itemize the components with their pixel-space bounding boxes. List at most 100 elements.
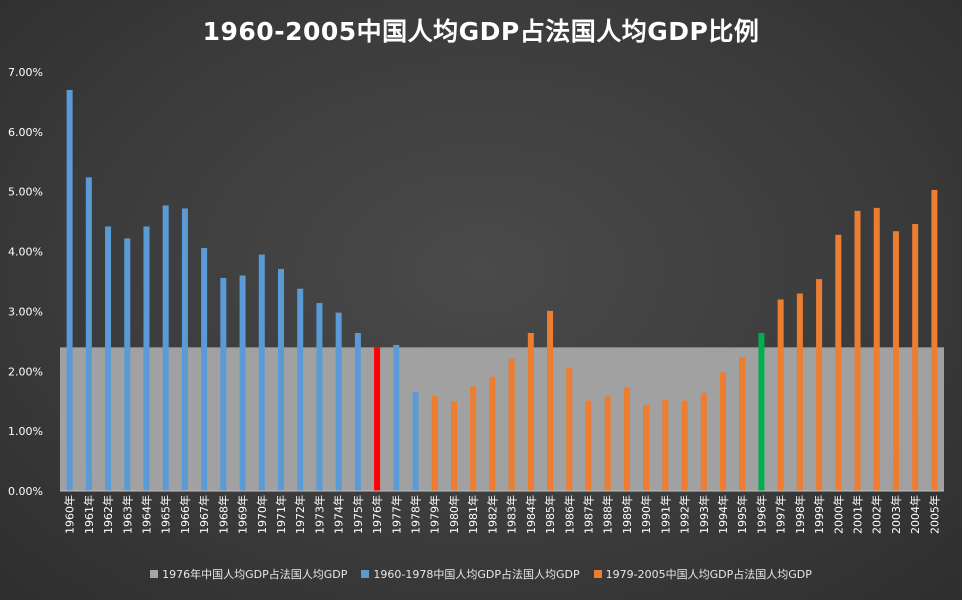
x-tick-label: 1970年: [255, 495, 269, 534]
bar: [623, 387, 630, 491]
legend-label-1960-1978: 1960-1978中国人均GDP占法国人均GDP: [373, 568, 580, 581]
bar: [604, 396, 611, 491]
x-tick-label: 1978年: [409, 495, 423, 534]
x-tick-label: 1980年: [447, 495, 461, 534]
bar: [201, 247, 208, 491]
x-tick-label: 2005年: [927, 495, 941, 534]
bar: [739, 356, 746, 491]
x-tick-label: 1969年: [236, 495, 250, 534]
bar: [758, 332, 765, 491]
bar: [470, 386, 477, 491]
x-tick-label: 1984年: [524, 495, 538, 534]
bar: [335, 312, 342, 491]
x-tick-label: 1995年: [735, 495, 749, 534]
bar: [681, 400, 688, 491]
y-tick-label: 5.00%: [8, 186, 43, 199]
bar: [85, 177, 92, 491]
legend-label-1979-2005: 1979-2005中国人均GDP占法国人均GDP: [605, 568, 812, 581]
x-tick-label: 1998年: [793, 495, 807, 534]
bar: [354, 332, 361, 491]
x-tick-label: 1968年: [216, 495, 230, 534]
x-tick-label: 1981年: [466, 495, 480, 534]
x-tick-label: 1993年: [697, 495, 711, 534]
chart-title: 1960-2005中国人均GDP占法国人均GDP比例: [202, 17, 760, 46]
bar: [239, 275, 246, 491]
bar: [816, 279, 823, 491]
x-tick-label: 2001年: [851, 495, 865, 534]
y-tick-label: 4.00%: [8, 246, 43, 259]
x-tick-label: 1985年: [543, 495, 557, 534]
y-tick-label: 2.00%: [8, 365, 43, 378]
x-tick-label: 1983年: [505, 495, 519, 534]
bar: [662, 400, 669, 491]
bar: [431, 395, 438, 491]
bar: [892, 231, 899, 491]
x-tick-label: 1991年: [658, 495, 672, 534]
x-tick-label: 1979年: [428, 495, 442, 534]
x-tick-label: 1960年: [63, 495, 77, 534]
bar: [508, 358, 515, 491]
bar: [566, 367, 573, 491]
bar: [777, 299, 784, 491]
x-tick-label: 1990年: [639, 495, 653, 534]
bar: [835, 234, 842, 491]
x-tick-label: 1999年: [812, 495, 826, 534]
x-tick-label: 1996年: [754, 495, 768, 534]
bar: [124, 238, 131, 491]
bar: [412, 391, 419, 491]
x-tick-label: 1962年: [101, 495, 115, 534]
x-tick-label: 2000年: [831, 495, 845, 534]
bar: [316, 303, 323, 491]
x-tick-label: 1975年: [351, 495, 365, 534]
bar: [297, 288, 304, 491]
bar: [700, 392, 707, 491]
x-tick-label: 1974年: [332, 495, 346, 534]
legend-swatch-reference: [150, 570, 159, 578]
x-tick-label: 1972年: [293, 495, 307, 534]
bar: [527, 332, 534, 491]
bar: [489, 376, 496, 491]
x-tick-label: 1982年: [485, 495, 499, 534]
x-tick-label: 1988年: [601, 495, 615, 534]
bar: [720, 372, 726, 491]
bar: [393, 344, 400, 491]
bar: [258, 254, 265, 491]
bar: [374, 347, 381, 491]
x-tick-label: 1965年: [159, 495, 173, 534]
bar: [873, 207, 880, 491]
x-tick-label: 1967年: [197, 495, 211, 534]
x-tick-label: 2003年: [889, 495, 903, 534]
reference-band: [60, 347, 944, 491]
bar: [143, 226, 150, 491]
y-tick-label: 6.00%: [8, 126, 43, 139]
y-tick-label: 3.00%: [8, 305, 43, 318]
x-tick-label: 1977年: [389, 495, 403, 534]
x-tick-label: 2002年: [870, 495, 884, 534]
x-tick-label: 1963年: [120, 495, 134, 534]
bar: [931, 189, 938, 491]
x-tick-label: 1992年: [678, 495, 692, 534]
bar: [547, 310, 554, 491]
legend-item-1979-2005: 1979-2005中国人均GDP占法国人均GDP: [593, 566, 812, 582]
x-tick-label: 1976年: [370, 495, 384, 534]
bar: [796, 293, 803, 491]
y-tick-label: 0.00%: [8, 485, 43, 498]
x-tick-label: 1994年: [716, 495, 730, 534]
bar: [643, 404, 650, 491]
bar: [585, 400, 592, 491]
y-tick-label: 7.00%: [8, 66, 43, 79]
bar: [162, 205, 169, 491]
bar: [854, 210, 861, 491]
bar: [912, 224, 919, 491]
bar: [278, 268, 284, 491]
x-tick-label: 1966年: [178, 495, 192, 534]
x-tick-label: 1986年: [562, 495, 576, 534]
legend-item-1960-1978: 1960-1978中国人均GDP占法国人均GDP: [361, 566, 580, 582]
x-tick-label: 1987年: [581, 495, 595, 534]
legend-item-reference: 1976年中国人均GDP占法国人均GDP: [150, 566, 347, 582]
x-tick-label: 1973年: [312, 495, 326, 534]
x-tick-label: 1971年: [274, 495, 288, 534]
x-tick-label: 1997年: [774, 495, 788, 534]
